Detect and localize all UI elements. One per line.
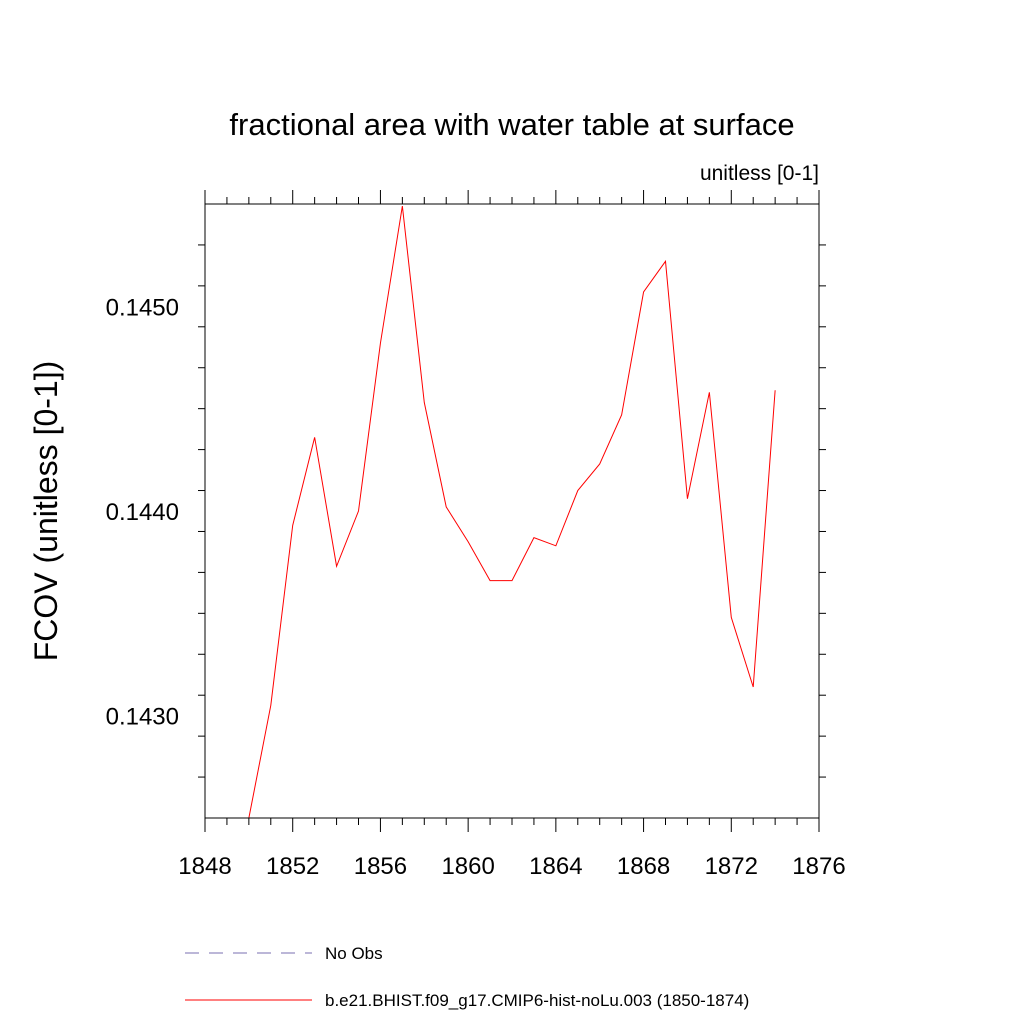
plot-frame — [204, 203, 820, 819]
y-tick-label: 0.1450 — [106, 294, 179, 321]
x-tick-label: 1864 — [529, 853, 582, 880]
x-tick-label: 1856 — [354, 853, 407, 880]
y-axis-label: FCOV (unitless [0-1]) — [28, 361, 64, 662]
x-tick-label: 1868 — [617, 853, 670, 880]
y-tick-label: 0.1430 — [106, 704, 179, 731]
y-axis: 0.1430 0.1440 0.1450 — [106, 244, 826, 778]
legend-label-1: b.e21.BHIST.f09_g17.CMIP6-hist-noLu.003 … — [325, 991, 749, 1010]
plot-area — [248, 205, 776, 819]
x-tick-label: 1872 — [705, 853, 758, 880]
x-tick-label: 1876 — [792, 853, 845, 880]
y-tick-label: 0.1440 — [106, 499, 179, 526]
x-tick-label: 1860 — [441, 853, 494, 880]
chart-subtitle: unitless [0-1] — [700, 162, 819, 185]
series-line-1 — [248, 205, 776, 819]
chart-title: fractional area with water table at surf… — [229, 107, 794, 142]
legend: No Obs b.e21.BHIST.f09_g17.CMIP6-hist-noL… — [185, 944, 749, 1010]
x-axis: 1848 1852 1856 1860 1864 1868 1872 1876 — [178, 190, 846, 880]
x-tick-label: 1848 — [178, 853, 231, 880]
x-tick-label: 1852 — [266, 853, 319, 880]
legend-label-0: No Obs — [325, 944, 383, 963]
